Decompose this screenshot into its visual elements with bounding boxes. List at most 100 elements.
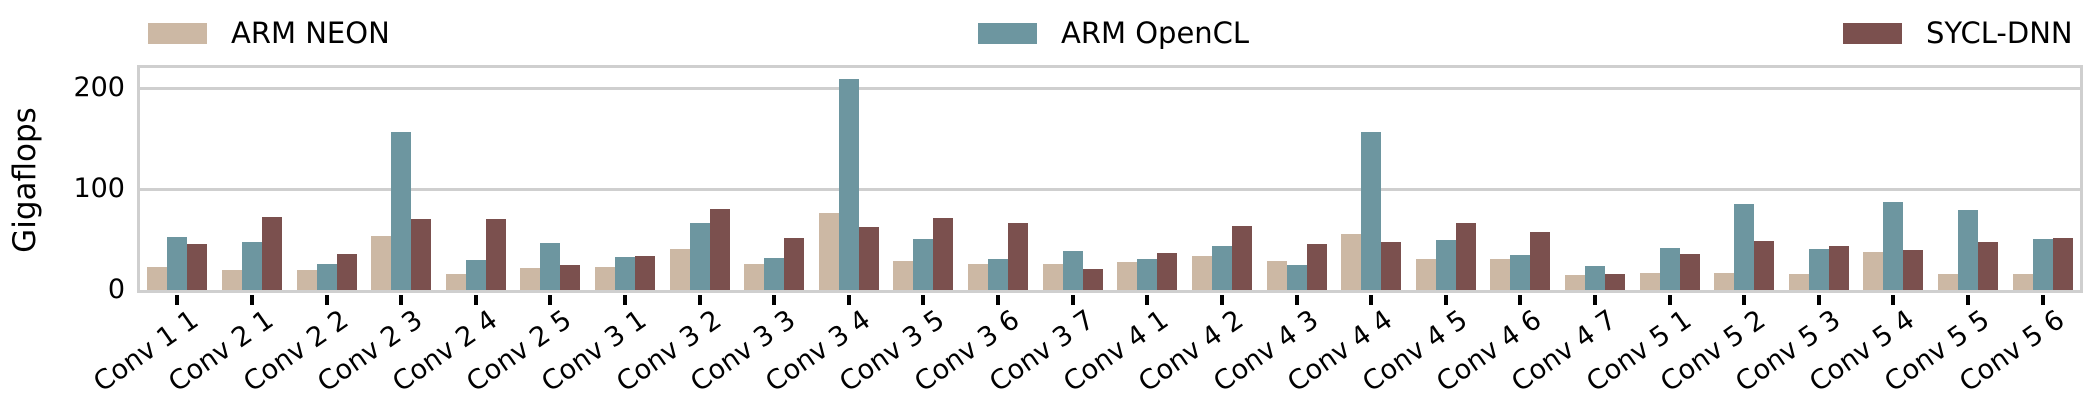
bar-arm-neon-conv-4-1	[1117, 261, 1138, 290]
legend-swatch-arm-opencl	[978, 22, 1037, 44]
bar-sycl-dnn-conv-4-4	[1381, 241, 1402, 290]
bar-sycl-dnn-conv-3-3	[784, 237, 805, 290]
bar-sycl-dnn-conv-3-6	[1008, 223, 1029, 290]
x-tick-mark	[249, 295, 254, 305]
bar-arm-neon-conv-4-2	[1191, 255, 1212, 290]
x-tick-mark	[1294, 295, 1299, 305]
bar-arm-neon-conv-5-4	[1863, 251, 1884, 290]
plot-area	[137, 65, 2083, 293]
legend-item-sycl-dnn: SYCL-DNN	[1843, 16, 2073, 50]
bar-arm-neon-conv-5-2	[1714, 272, 1735, 290]
bar-arm-opencl-conv-2-2	[316, 263, 337, 290]
x-tick-mark	[772, 295, 777, 305]
bar-sycl-dnn-conv-3-7	[1082, 268, 1103, 290]
x-tick-mark	[324, 295, 329, 305]
y-tick-label-200: 200	[73, 72, 125, 103]
legend-swatch-arm-neon	[148, 22, 207, 44]
x-tick-mark	[1070, 295, 1075, 305]
bar-sycl-dnn-conv-3-5	[933, 218, 954, 290]
bar-sycl-dnn-conv-5-5	[1978, 241, 1999, 290]
bar-arm-opencl-conv-2-1	[241, 241, 262, 290]
x-tick-mark	[1966, 295, 1971, 305]
bar-sycl-dnn-conv-2-2	[336, 253, 357, 290]
bar-arm-neon-conv-5-5	[1938, 273, 1959, 290]
bar-arm-opencl-conv-1-1	[167, 236, 188, 290]
bar-arm-opencl-conv-4-1	[1137, 258, 1158, 290]
bar-arm-opencl-conv-3-2	[689, 223, 710, 290]
bar-arm-neon-conv-1-1	[147, 266, 168, 290]
x-tick-mark	[1593, 295, 1597, 305]
bar-sycl-dnn-conv-5-4	[1903, 249, 1924, 290]
bar-arm-opencl-conv-3-4	[838, 79, 859, 290]
bar-arm-opencl-conv-4-2	[1211, 245, 1232, 290]
legend-swatch-sycl-dnn	[1843, 22, 1902, 44]
plot-inner	[140, 68, 2080, 290]
bar-sycl-dnn-conv-2-5	[560, 264, 581, 290]
gridline-100	[140, 187, 2080, 191]
bar-arm-opencl-conv-4-3	[1286, 264, 1307, 290]
bar-sycl-dnn-conv-2-3	[411, 219, 432, 290]
bar-arm-neon-conv-5-6	[2012, 273, 2033, 290]
x-tick-mark	[1667, 295, 1672, 305]
bar-arm-opencl-conv-5-6	[2032, 238, 2053, 290]
x-tick-mark	[1891, 295, 1896, 305]
x-tick-mark	[473, 295, 478, 305]
bar-arm-opencl-conv-5-2	[1734, 204, 1755, 290]
bar-sycl-dnn-conv-5-6	[2052, 237, 2073, 290]
bar-sycl-dnn-conv-2-1	[261, 217, 282, 290]
bar-arm-neon-conv-3-6	[968, 263, 989, 290]
bar-arm-opencl-conv-2-4	[465, 259, 486, 290]
x-tick-mark	[548, 295, 553, 305]
bar-arm-neon-conv-3-7	[1042, 263, 1063, 290]
bar-sycl-dnn-conv-3-2	[709, 209, 730, 290]
x-tick-mark	[921, 295, 926, 305]
x-tick-mark	[1219, 295, 1224, 305]
bar-arm-neon-conv-3-2	[669, 248, 690, 290]
bar-sycl-dnn-conv-4-7	[1605, 273, 1625, 290]
bar-arm-neon-conv-4-3	[1266, 260, 1287, 290]
x-tick-mark	[2040, 295, 2045, 305]
bar-arm-opencl-conv-3-6	[988, 258, 1009, 290]
bar-sycl-dnn-conv-4-3	[1306, 243, 1327, 290]
x-tick-mark	[1443, 295, 1448, 305]
legend-item-arm-opencl: ARM OpenCL	[978, 19, 1249, 48]
bar-sycl-dnn-conv-3-4	[858, 227, 879, 290]
bar-arm-neon-conv-2-3	[371, 235, 392, 290]
bar-arm-neon-conv-3-5	[893, 260, 914, 290]
bar-arm-neon-conv-2-1	[221, 269, 242, 290]
bar-sycl-dnn-conv-5-2	[1754, 240, 1775, 290]
bar-arm-neon-conv-3-3	[744, 263, 765, 290]
x-tick-mark	[175, 295, 180, 305]
x-tick-mark	[1369, 295, 1374, 305]
x-tick-mark	[697, 295, 702, 305]
bar-arm-neon-conv-3-1	[595, 266, 615, 290]
gridline-200	[140, 86, 2080, 90]
bar-arm-opencl-conv-3-3	[764, 257, 785, 290]
bar-sycl-dnn-conv-4-2	[1231, 226, 1252, 290]
x-tick-mark	[1145, 295, 1150, 305]
x-tick-mark	[399, 295, 404, 305]
bar-sycl-dnn-conv-4-5	[1455, 223, 1476, 290]
bar-arm-neon-conv-2-2	[296, 269, 317, 290]
legend-label-arm-neon: ARM NEON	[231, 16, 390, 50]
bar-arm-opencl-conv-2-5	[540, 242, 561, 290]
bar-arm-opencl-conv-2-3	[391, 131, 412, 290]
bar-sycl-dnn-conv-1-1	[187, 243, 208, 290]
bar-arm-opencl-conv-5-1	[1659, 247, 1680, 290]
bar-arm-opencl-conv-4-4	[1361, 131, 1382, 290]
bar-sycl-dnn-conv-2-4	[485, 219, 506, 290]
bar-arm-neon-conv-2-5	[520, 267, 541, 290]
bar-arm-opencl-conv-5-3	[1808, 248, 1829, 290]
bar-arm-neon-conv-2-4	[445, 273, 466, 290]
bar-arm-neon-conv-4-4	[1341, 233, 1362, 290]
bar-arm-neon-conv-5-3	[1788, 273, 1809, 290]
x-tick-mark	[996, 295, 1001, 305]
bar-arm-opencl-conv-4-7	[1585, 265, 1605, 290]
legend-label-sycl-dnn: SYCL-DNN	[1926, 16, 2073, 50]
legend-item-arm-neon: ARM NEON	[148, 16, 390, 50]
x-tick-mark	[623, 295, 627, 305]
bar-arm-neon-conv-5-1	[1639, 272, 1660, 290]
bar-arm-opencl-conv-3-5	[913, 238, 934, 290]
bar-arm-opencl-conv-4-6	[1510, 254, 1531, 290]
